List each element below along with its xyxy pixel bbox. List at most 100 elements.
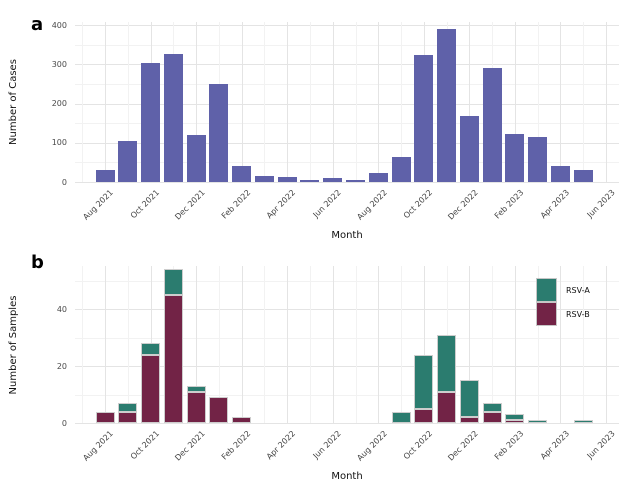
gridline-h-minor [75, 337, 619, 339]
y-tick-label: 20 [56, 361, 67, 371]
gridline-v-major [241, 266, 243, 423]
gridline-v-major [469, 22, 471, 182]
gridline-h-major [75, 182, 619, 183]
gridline-v-major [332, 22, 334, 182]
legend-swatch-rsv-a [536, 278, 557, 302]
bar-feb-2023-rsv-b [505, 420, 525, 423]
gridline-v-major [423, 266, 425, 423]
bar-apr-2023 [550, 165, 570, 182]
x-tick-label: Dec 2021 [172, 188, 207, 222]
x-tick-label: Jun 2023 [584, 188, 617, 220]
x-tick-label: Dec 2022 [446, 188, 480, 222]
gridline-v-major [606, 22, 607, 182]
bar-sep-2022-rsv-a [391, 411, 411, 423]
legend-item-rsv-b: RSV-B [536, 301, 590, 326]
x-tick-label: Oct 2022 [401, 429, 435, 462]
gridline-v-major [560, 266, 562, 423]
gridline-v-minor [401, 22, 403, 182]
gridline-v-major [150, 266, 152, 423]
bar-aug-2022 [368, 172, 388, 182]
bar-may-2023-rsv-a [573, 420, 593, 423]
gridline-v-minor [537, 22, 539, 182]
gridline-h-major [75, 366, 619, 368]
x-tick-label: Dec 2022 [446, 429, 480, 463]
bar-feb-2023 [505, 133, 525, 182]
panel-b-letter: b [31, 252, 44, 273]
x-tick-label: Apr 2023 [538, 188, 571, 221]
bar-nov-2021-rsv-b [163, 295, 183, 423]
gridline-v-minor [173, 266, 175, 423]
bar-nov-2022-rsv-a [437, 334, 457, 392]
gridline-v-major [105, 22, 106, 182]
x-tick-label: Oct 2022 [401, 188, 435, 221]
gridline-v-major [606, 266, 607, 423]
y-tick-label: 400 [51, 20, 67, 30]
gridline-v-major [150, 22, 152, 182]
bar-aug-2021-rsv-b [95, 411, 115, 423]
panel-a-letter: a [31, 14, 44, 35]
bar-oct-2021-rsv-a [141, 343, 161, 355]
gridline-v-minor [82, 266, 84, 423]
bar-jan-2023-rsv-a [482, 403, 502, 412]
bar-mar-2023 [528, 136, 548, 182]
bar-mar-2023-rsv-a [528, 420, 548, 423]
legend-swatch-rsv-b [536, 301, 557, 326]
bar-mar-2022 [254, 175, 274, 182]
bar-may-2023 [573, 170, 593, 182]
legend-label-rsv-a: RSV-A [566, 285, 590, 295]
bar-dec-2022-rsv-a [459, 380, 479, 418]
bar-sep-2022 [391, 157, 411, 182]
gridline-v-minor [309, 22, 311, 182]
x-tick-label: Jun 2023 [584, 429, 617, 461]
x-tick-label: Feb 2023 [492, 429, 526, 462]
panel-a-y-axis-title: Number of Cases [8, 59, 19, 145]
x-tick-label: Apr 2022 [265, 188, 298, 221]
x-tick-label: Aug 2021 [81, 429, 116, 463]
bar-dec-2022 [459, 116, 479, 182]
bar-oct-2022-rsv-a [414, 354, 434, 409]
x-tick-label: Feb 2023 [492, 188, 526, 221]
gridline-v-major [560, 22, 562, 182]
gridline-v-major [332, 266, 334, 423]
bar-feb-2022 [232, 166, 252, 182]
bar-sep-2021-rsv-a [118, 403, 138, 412]
bar-oct-2022 [414, 54, 434, 182]
legend-item-rsv-a: RSV-A [536, 278, 590, 302]
gridline-h-minor [75, 123, 619, 125]
bar-feb-2022-rsv-b [232, 417, 252, 423]
gridline-v-major [105, 266, 106, 423]
gridline-v-minor [173, 22, 175, 182]
y-tick-label: 200 [51, 99, 67, 109]
y-tick-label: 100 [51, 138, 67, 148]
gridline-h-major [75, 64, 619, 66]
y-tick-label: 40 [56, 304, 67, 314]
bar-dec-2021-rsv-b [186, 391, 206, 423]
gridline-h-major [75, 142, 619, 144]
gridline-h-major [75, 309, 619, 311]
x-tick-label: Feb 2022 [219, 429, 253, 462]
x-tick-label: Dec 2021 [172, 429, 207, 463]
bar-sep-2021-rsv-b [118, 411, 138, 423]
x-tick-label: Aug 2021 [81, 188, 116, 222]
panel-b-y-axis-title: Number of Samples [8, 295, 19, 395]
y-tick-label: 0 [61, 177, 67, 187]
x-tick-label: Feb 2022 [219, 188, 253, 221]
bar-jan-2023 [482, 68, 502, 182]
gridline-h-minor [75, 280, 619, 282]
gridline-v-major [196, 22, 198, 182]
bar-sep-2021 [118, 140, 138, 182]
bar-dec-2022-rsv-b [459, 417, 479, 423]
gridline-h-minor [75, 83, 619, 85]
x-tick-label: Apr 2022 [265, 429, 298, 462]
bar-nov-2022-rsv-b [437, 391, 457, 423]
gridline-v-minor [537, 266, 539, 423]
gridline-v-minor [309, 266, 311, 423]
bar-apr-2022 [277, 176, 297, 182]
gridline-v-major [378, 266, 380, 423]
bar-oct-2021 [141, 62, 161, 182]
bar-jan-2022-rsv-b [209, 397, 229, 423]
gridline-v-minor [583, 22, 585, 182]
gridline-v-minor [355, 266, 357, 423]
gridline-h-minor [75, 394, 619, 396]
